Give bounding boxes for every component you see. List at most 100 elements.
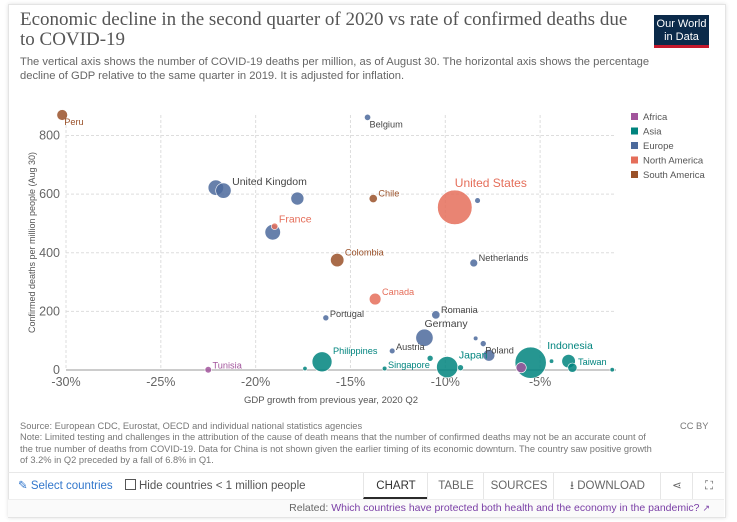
data-point bbox=[473, 335, 479, 341]
legend-label: North America bbox=[643, 156, 704, 167]
x-tick-label: -25% bbox=[146, 375, 175, 389]
fullscreen-button[interactable]: ⛶ bbox=[692, 473, 725, 499]
point-label: Singapore bbox=[388, 360, 430, 370]
data-point bbox=[436, 356, 459, 379]
x-tick-label: -5% bbox=[529, 375, 551, 389]
legend-label: Africa bbox=[643, 112, 668, 123]
legend-label: South America bbox=[643, 170, 705, 181]
data-point bbox=[364, 113, 372, 121]
legend-label: Asia bbox=[643, 127, 662, 138]
point-label: Netherlands bbox=[479, 253, 529, 263]
source-note: Source: European CDC, Eurostat, OECD and… bbox=[20, 421, 363, 431]
point-label: Belgium bbox=[370, 119, 404, 129]
point-label: Austria bbox=[396, 342, 425, 352]
data-point bbox=[368, 194, 378, 203]
data-note: Note: Limited testing and challenges in … bbox=[20, 432, 652, 466]
point-label: France bbox=[279, 213, 312, 225]
point-label: United States bbox=[455, 176, 527, 190]
point-label: Japan bbox=[459, 349, 488, 361]
pencil-icon: ✎ bbox=[18, 480, 28, 492]
tab-download[interactable]: ⭳ DOWNLOAD bbox=[553, 473, 661, 499]
select-countries-label: Select countries bbox=[30, 480, 113, 492]
x-tick-label: -15% bbox=[336, 375, 365, 389]
point-label: Philippines bbox=[333, 346, 378, 356]
share-button[interactable]: ⋖ bbox=[660, 473, 693, 499]
license-link[interactable]: CC BY bbox=[680, 421, 709, 431]
chart-controls: ✎ Select countries Hide countries < 1 mi… bbox=[8, 472, 724, 499]
point-label: Romania bbox=[441, 305, 479, 315]
tab-chart[interactable]: CHART bbox=[363, 473, 428, 499]
related-text: Related: Which countries have protected … bbox=[289, 500, 710, 517]
x-tick-label: -30% bbox=[51, 375, 80, 389]
chart-footer: Source: European CDC, Eurostat, OECD and… bbox=[20, 421, 660, 467]
point-label: United Kingdom bbox=[232, 176, 307, 188]
owid-logo[interactable]: Our World in Data bbox=[654, 15, 709, 48]
legend-swatch bbox=[631, 142, 638, 149]
tab-sources[interactable]: SOURCES bbox=[483, 473, 554, 499]
related-bar: Related: Which countries have protected … bbox=[8, 499, 724, 517]
x-tick-label: -10% bbox=[431, 375, 460, 389]
download-icon: ⭳ bbox=[570, 480, 575, 492]
data-point bbox=[204, 366, 212, 374]
data-point bbox=[426, 354, 434, 362]
data-point bbox=[381, 365, 388, 372]
expand-icon: ⛶ bbox=[704, 480, 714, 492]
tab-download-label: DOWNLOAD bbox=[577, 480, 645, 492]
data-point bbox=[567, 362, 578, 373]
chart-frame bbox=[8, 4, 726, 518]
data-point bbox=[302, 366, 308, 372]
y-tick-label: 200 bbox=[39, 304, 60, 318]
data-point bbox=[469, 258, 478, 268]
point-label: Colombia bbox=[345, 247, 385, 257]
legend-swatch bbox=[631, 156, 638, 164]
point-label: Canada bbox=[382, 287, 415, 297]
select-countries-button[interactable]: ✎ Select countries bbox=[18, 473, 113, 499]
related-link[interactable]: Which countries have protected both heal… bbox=[331, 502, 700, 514]
point-label: Taiwan bbox=[578, 357, 607, 367]
y-tick-label: 0 bbox=[53, 363, 60, 377]
chart-subtitle: The vertical axis shows the number of CO… bbox=[20, 56, 650, 82]
legend-label: Europe bbox=[643, 141, 674, 152]
data-point bbox=[415, 328, 434, 347]
y-tick-label: 800 bbox=[39, 129, 60, 143]
data-point bbox=[215, 182, 232, 199]
scatter-chart: 0 200 400 600 800 -30% -25% -20% -15% -10% -5% GDP … bbox=[27, 109, 705, 406]
external-link-icon: ↗ bbox=[702, 503, 710, 513]
data-point bbox=[431, 310, 441, 320]
data-point bbox=[330, 253, 345, 268]
x-tick-label: -20% bbox=[241, 375, 270, 389]
point-label: Peru bbox=[64, 117, 83, 127]
point-label: Chile bbox=[378, 188, 399, 198]
point-label: Portugal bbox=[330, 309, 364, 319]
tab-table[interactable]: TABLE bbox=[427, 473, 484, 499]
data-point bbox=[290, 191, 305, 206]
logo-line-2: in Data bbox=[664, 31, 699, 43]
hide-small-countries-toggle[interactable]: Hide countries < 1 million people bbox=[125, 473, 306, 499]
share-icon: ⋖ bbox=[672, 480, 682, 492]
chart-title: Economic decline in the second quarter o… bbox=[20, 9, 628, 50]
y-tick-label: 600 bbox=[39, 187, 60, 201]
data-point bbox=[482, 349, 496, 362]
data-point bbox=[515, 362, 527, 374]
hide-small-countries-label: Hide countries < 1 million people bbox=[139, 480, 306, 492]
data-point bbox=[437, 189, 473, 225]
logo-line-1: Our World bbox=[656, 18, 707, 30]
related-prefix: Related: bbox=[289, 502, 329, 514]
data-point bbox=[389, 347, 396, 355]
data-point bbox=[368, 292, 382, 306]
data-point bbox=[474, 197, 481, 204]
data-point bbox=[549, 358, 555, 364]
data-point bbox=[56, 109, 68, 121]
data-point bbox=[311, 351, 333, 373]
data-point bbox=[271, 222, 279, 230]
y-axis-title: Confirmed deaths per million people (Aug… bbox=[27, 152, 37, 333]
checkbox-icon bbox=[125, 479, 136, 490]
legend-swatch bbox=[631, 127, 638, 135]
legend-swatch bbox=[631, 171, 638, 178]
point-label: Indonesia bbox=[547, 340, 593, 352]
data-point bbox=[609, 367, 615, 373]
y-tick-label: 400 bbox=[39, 246, 60, 260]
data-point bbox=[457, 364, 464, 371]
legend-swatch bbox=[631, 113, 638, 120]
point-label: Poland bbox=[485, 346, 514, 356]
